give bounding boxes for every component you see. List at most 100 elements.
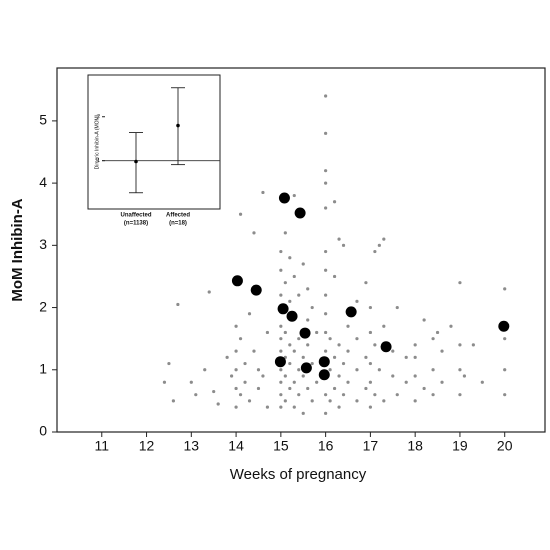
data-point xyxy=(247,312,252,316)
data-point xyxy=(216,402,220,406)
data-point xyxy=(189,380,193,384)
data-point xyxy=(301,262,305,266)
data-point xyxy=(458,368,462,372)
data-point xyxy=(368,330,372,335)
y-tick-label: 0 xyxy=(39,423,47,439)
x-tick-label: 13 xyxy=(184,438,200,454)
data-point xyxy=(391,349,395,353)
data-point xyxy=(243,380,247,384)
data-point xyxy=(279,368,283,372)
data-point xyxy=(283,281,287,285)
data-point xyxy=(306,343,310,347)
data-point xyxy=(167,361,171,366)
data-point xyxy=(480,380,484,384)
data-point xyxy=(355,368,359,372)
data-point xyxy=(324,411,328,415)
data-point xyxy=(171,399,176,403)
data-point xyxy=(503,287,507,291)
data-point xyxy=(283,231,287,235)
data-point xyxy=(431,393,435,397)
data-point xyxy=(382,399,386,403)
data-point xyxy=(207,290,211,294)
data-point xyxy=(332,200,337,204)
data-point xyxy=(377,243,381,247)
data-point xyxy=(283,330,287,335)
data-point xyxy=(238,393,243,397)
data-point xyxy=(234,349,238,353)
data-point xyxy=(265,405,270,409)
data-point xyxy=(346,324,350,328)
y-tick-label: 5 xyxy=(39,112,47,128)
data-point xyxy=(458,393,462,397)
data-point xyxy=(318,356,330,368)
data-point xyxy=(413,374,417,378)
x-tick-label: 14 xyxy=(228,438,244,454)
data-point xyxy=(332,386,337,391)
data-point xyxy=(283,374,287,378)
data-point xyxy=(292,349,296,353)
data-point xyxy=(324,94,328,98)
data-point xyxy=(328,399,332,403)
data-point xyxy=(288,361,292,366)
data-point xyxy=(341,243,346,247)
data-point xyxy=(238,212,243,216)
data-point xyxy=(279,293,283,297)
data-point xyxy=(297,368,301,372)
data-point xyxy=(278,192,290,204)
data-point xyxy=(292,274,296,279)
data-point xyxy=(306,318,310,322)
data-point xyxy=(364,386,368,391)
data-point xyxy=(279,393,283,397)
data-point xyxy=(234,368,238,372)
data-point xyxy=(230,374,234,378)
data-point xyxy=(368,405,372,409)
data-point xyxy=(300,362,312,374)
data-point xyxy=(194,393,198,397)
data-point xyxy=(373,393,377,397)
data-point xyxy=(324,131,328,135)
data-point xyxy=(256,368,261,372)
data-point xyxy=(324,169,328,173)
data-point xyxy=(368,305,372,310)
data-point xyxy=(176,302,180,307)
x-axis-label: Weeks of pregnancy xyxy=(230,466,367,483)
data-point xyxy=(315,380,319,384)
x-tick-label: 18 xyxy=(407,438,423,454)
data-point xyxy=(373,249,377,254)
data-point xyxy=(324,181,328,185)
data-point xyxy=(252,231,256,235)
data-point xyxy=(310,361,314,366)
data-point xyxy=(234,405,238,409)
data-point xyxy=(261,190,265,195)
y-tick-label: 2 xyxy=(39,298,47,314)
data-point xyxy=(324,293,328,297)
data-point xyxy=(297,393,301,397)
data-point xyxy=(288,256,292,260)
data-point xyxy=(368,380,372,384)
y-tick-label: 1 xyxy=(39,360,47,376)
data-point xyxy=(301,374,305,378)
data-point xyxy=(345,306,357,318)
data-point xyxy=(324,312,328,316)
data-point xyxy=(413,355,417,359)
data-point xyxy=(471,343,475,347)
data-point xyxy=(318,369,330,381)
data-point xyxy=(440,349,444,353)
data-point xyxy=(279,337,283,341)
data-point xyxy=(458,281,462,285)
data-point xyxy=(324,330,328,335)
data-point xyxy=(279,380,283,384)
data-point xyxy=(274,356,286,368)
data-point xyxy=(294,207,306,219)
mean-point xyxy=(176,123,180,128)
data-point xyxy=(256,386,261,391)
inset-y-tick-label: 2 xyxy=(97,114,100,120)
data-point xyxy=(355,337,359,341)
data-point xyxy=(382,237,386,241)
data-point xyxy=(422,318,426,322)
data-point xyxy=(162,380,167,384)
data-point xyxy=(337,405,341,409)
x-tick-label: 17 xyxy=(363,438,379,454)
data-point xyxy=(395,393,399,397)
